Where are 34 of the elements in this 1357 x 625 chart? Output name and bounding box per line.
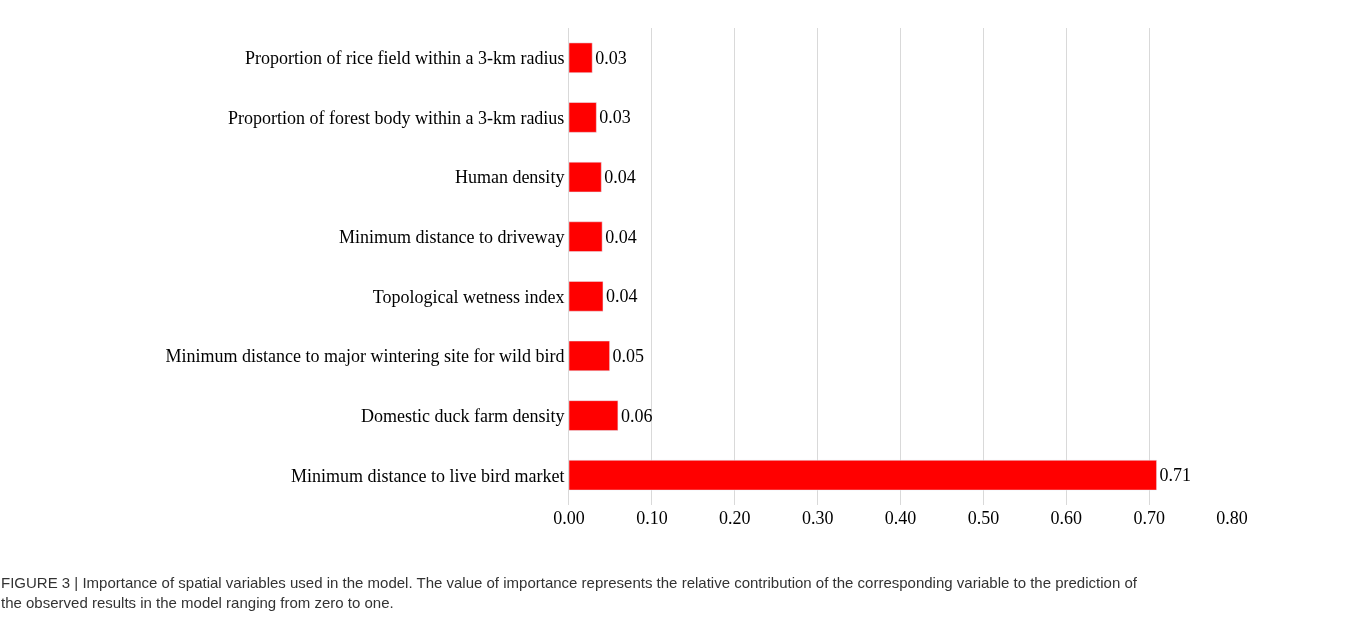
bar bbox=[569, 400, 619, 431]
x-tick-label: 0.70 bbox=[1133, 508, 1165, 528]
bar bbox=[569, 42, 593, 73]
x-tick-label: 0.80 bbox=[1216, 508, 1248, 528]
data-label: 0.06 bbox=[620, 405, 653, 426]
y-tick-label: Human density bbox=[454, 167, 565, 188]
data-label: 0.04 bbox=[605, 286, 638, 307]
x-tick-label: 0.50 bbox=[967, 508, 1000, 528]
bar bbox=[569, 340, 610, 372]
y-tick-label: Domestic duck farm density bbox=[360, 405, 565, 426]
x-tick-label: 0.30 bbox=[801, 508, 834, 528]
y-tick-label: Topological wetness index bbox=[372, 286, 565, 307]
data-label: 0.71 bbox=[1159, 465, 1192, 486]
y-tick-label: Minimum distance to live bird market bbox=[290, 465, 565, 486]
data-label: 0.03 bbox=[595, 47, 627, 68]
x-tick-label: 0.40 bbox=[884, 508, 917, 528]
bar bbox=[569, 161, 602, 193]
y-tick-label: Proportion of rice field within a 3-km radius bbox=[244, 48, 565, 69]
x-tick-label: 0.20 bbox=[719, 508, 751, 528]
x-tick-label: 0.10 bbox=[636, 508, 668, 528]
data-label: 0.03 bbox=[599, 107, 631, 128]
y-tick-label: Minimum distance to major wintering site for wild bird bbox=[165, 346, 565, 367]
bar bbox=[569, 102, 597, 133]
data-label: 0.05 bbox=[612, 345, 645, 366]
x-tick-label: 0.60 bbox=[1050, 508, 1082, 528]
x-tick-label: 0.00 bbox=[553, 508, 585, 528]
data-label: 0.04 bbox=[604, 167, 636, 188]
caption: FIGURE 3 | Importance of spatial variables used in the model. The value of importance represents the relative contribution of the corresponding variable to the prediction of the observed results in the model ranging from zero to one. bbox=[1, 574, 1138, 611]
bar bbox=[569, 221, 603, 252]
y-tick-label: Minimum distance to driveway bbox=[338, 226, 565, 247]
y-tick-label: Proportion of forest body within a 3-km radius bbox=[227, 107, 565, 128]
bar bbox=[569, 281, 604, 312]
data-label: 0.04 bbox=[605, 226, 637, 247]
bar bbox=[569, 460, 1157, 491]
